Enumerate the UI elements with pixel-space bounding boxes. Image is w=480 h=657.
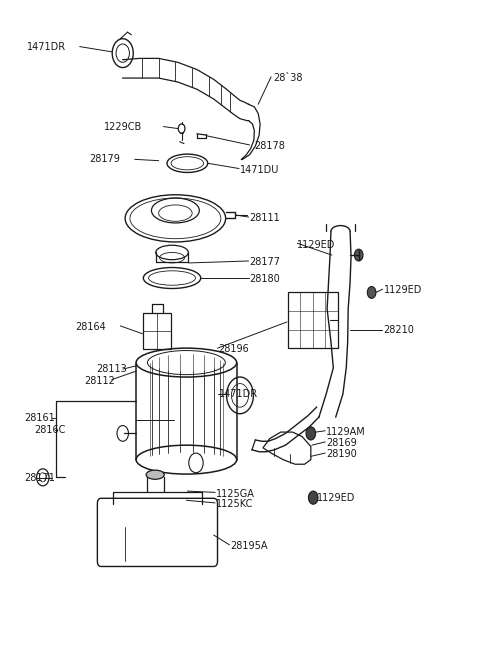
Text: 28113: 28113 xyxy=(96,364,127,374)
Polygon shape xyxy=(263,432,311,464)
Text: 28190: 28190 xyxy=(326,449,357,459)
Circle shape xyxy=(306,427,316,440)
Text: 28178: 28178 xyxy=(254,141,285,151)
Text: 2816C: 2816C xyxy=(34,425,66,435)
Text: 1229CB: 1229CB xyxy=(104,122,142,131)
Circle shape xyxy=(309,491,318,504)
Text: 1125KC: 1125KC xyxy=(216,499,253,509)
Text: 28196: 28196 xyxy=(218,344,249,355)
Text: 1471DR: 1471DR xyxy=(218,389,258,399)
Text: 28195A: 28195A xyxy=(230,541,268,551)
Text: 1125GA: 1125GA xyxy=(216,489,255,499)
Text: 1471DR: 1471DR xyxy=(27,41,66,52)
Text: 28111: 28111 xyxy=(250,214,280,223)
Text: 28161: 28161 xyxy=(24,413,55,423)
Ellipse shape xyxy=(146,470,164,480)
Text: 28`38: 28`38 xyxy=(274,73,303,83)
Text: 28179: 28179 xyxy=(89,154,120,164)
Circle shape xyxy=(354,249,363,261)
Text: 28177: 28177 xyxy=(250,257,281,267)
Text: 1471DU: 1471DU xyxy=(240,165,279,175)
Text: 1129AM: 1129AM xyxy=(326,427,366,437)
Text: 28169: 28169 xyxy=(326,438,357,448)
Bar xyxy=(288,292,338,348)
Text: 28180: 28180 xyxy=(250,274,280,284)
Text: 28112: 28112 xyxy=(84,376,115,386)
Circle shape xyxy=(367,286,376,298)
FancyBboxPatch shape xyxy=(97,498,217,566)
Text: 1129ED: 1129ED xyxy=(384,286,422,296)
Bar xyxy=(144,313,171,350)
Text: 1129ED: 1129ED xyxy=(298,240,336,250)
Text: 28210: 28210 xyxy=(384,325,414,335)
Text: 28164: 28164 xyxy=(75,321,106,332)
Text: 1129ED: 1129ED xyxy=(317,493,355,503)
Text: 28171: 28171 xyxy=(24,473,56,483)
